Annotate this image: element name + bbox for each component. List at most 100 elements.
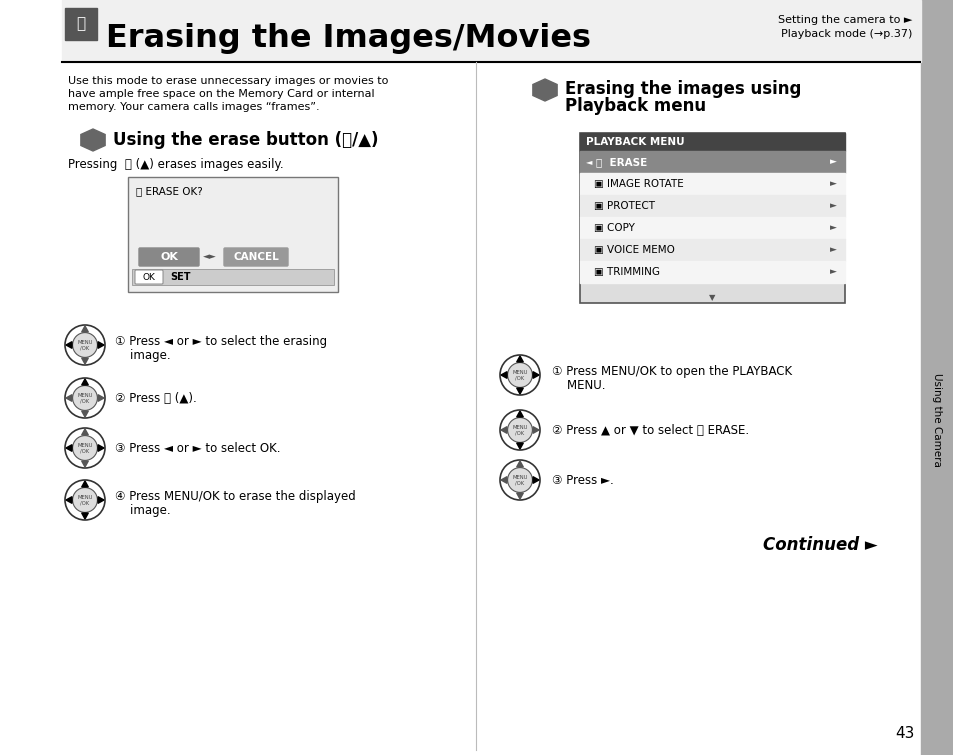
- Circle shape: [72, 488, 97, 513]
- Polygon shape: [66, 395, 71, 402]
- Text: SET: SET: [170, 272, 191, 282]
- Polygon shape: [500, 476, 506, 483]
- Text: ►: ►: [829, 267, 836, 276]
- Text: have ample free space on the Memory Card or internal: have ample free space on the Memory Card…: [68, 89, 375, 99]
- Text: ③ Press ►.: ③ Press ►.: [552, 473, 613, 486]
- Polygon shape: [66, 497, 71, 504]
- Text: MENU
/OK: MENU /OK: [77, 393, 92, 403]
- Text: Pressing  ㎮ (▲) erases images easily.: Pressing ㎮ (▲) erases images easily.: [68, 158, 283, 171]
- Circle shape: [499, 410, 539, 450]
- Bar: [920, 0, 953, 755]
- Text: ◄►: ◄►: [203, 252, 216, 261]
- Circle shape: [72, 333, 97, 357]
- Text: ㎮  ERASE: ㎮ ERASE: [596, 157, 646, 167]
- Polygon shape: [533, 427, 538, 433]
- Text: Erasing the Images/Movies: Erasing the Images/Movies: [106, 23, 590, 54]
- Bar: [579, 239, 844, 261]
- Polygon shape: [66, 445, 71, 451]
- Text: ▣ IMAGE ROTATE: ▣ IMAGE ROTATE: [594, 179, 683, 189]
- Circle shape: [507, 418, 532, 442]
- FancyBboxPatch shape: [139, 248, 199, 266]
- Bar: [579, 217, 844, 239]
- Text: ▼: ▼: [708, 294, 715, 303]
- Text: ㎮: ㎮: [76, 17, 86, 32]
- Circle shape: [72, 436, 97, 461]
- Polygon shape: [82, 358, 89, 364]
- Text: ③ Press ◄ or ► to select OK.: ③ Press ◄ or ► to select OK.: [115, 442, 280, 455]
- Bar: [579, 151, 844, 173]
- Text: ▣ COPY: ▣ COPY: [594, 223, 634, 233]
- Polygon shape: [500, 371, 506, 378]
- Text: Playback mode (→p.37): Playback mode (→p.37): [780, 29, 911, 39]
- Text: memory. Your camera calls images “frames”.: memory. Your camera calls images “frames…: [68, 102, 319, 112]
- Text: Using the erase button (㎮/▲): Using the erase button (㎮/▲): [112, 131, 378, 149]
- Polygon shape: [98, 395, 104, 402]
- Text: ►: ►: [829, 223, 836, 233]
- Bar: [128, 177, 337, 292]
- Text: MENU
/OK: MENU /OK: [77, 340, 92, 350]
- Text: image.: image.: [115, 349, 171, 362]
- Text: Using the Camera: Using the Camera: [931, 373, 941, 467]
- Polygon shape: [517, 443, 523, 449]
- Text: ►: ►: [829, 180, 836, 189]
- Circle shape: [499, 355, 539, 395]
- Text: PLAYBACK MENU: PLAYBACK MENU: [585, 137, 684, 147]
- Bar: [579, 133, 844, 303]
- Text: ① Press ◄ or ► to select the erasing: ① Press ◄ or ► to select the erasing: [115, 335, 327, 348]
- Text: ② Press ▲ or ▼ to select ㎮ ERASE.: ② Press ▲ or ▼ to select ㎮ ERASE.: [552, 424, 748, 436]
- Polygon shape: [533, 79, 557, 101]
- Text: Setting the camera to ►: Setting the camera to ►: [777, 15, 911, 25]
- Text: Use this mode to erase unnecessary images or movies to: Use this mode to erase unnecessary image…: [68, 76, 388, 86]
- Circle shape: [65, 325, 105, 365]
- Polygon shape: [517, 356, 523, 362]
- Text: ◄: ◄: [585, 158, 592, 167]
- Polygon shape: [98, 497, 104, 504]
- Circle shape: [65, 480, 105, 520]
- Circle shape: [65, 378, 105, 418]
- Text: ① Press MENU/OK to open the PLAYBACK: ① Press MENU/OK to open the PLAYBACK: [552, 365, 791, 378]
- Polygon shape: [81, 129, 105, 151]
- Text: ▣ PROTECT: ▣ PROTECT: [594, 201, 655, 211]
- FancyBboxPatch shape: [224, 248, 288, 266]
- Circle shape: [72, 386, 97, 411]
- Text: OK: OK: [160, 252, 178, 262]
- Text: ▣ VOICE MEMO: ▣ VOICE MEMO: [594, 245, 674, 255]
- Polygon shape: [66, 342, 71, 348]
- Text: 43: 43: [894, 726, 914, 741]
- Polygon shape: [98, 342, 104, 348]
- Circle shape: [507, 362, 532, 387]
- Text: MENU
/OK: MENU /OK: [512, 425, 527, 435]
- Polygon shape: [82, 513, 89, 519]
- Polygon shape: [82, 481, 89, 487]
- Polygon shape: [517, 493, 523, 499]
- Bar: [62, 0, 920, 62]
- Circle shape: [499, 460, 539, 500]
- Text: image.: image.: [115, 504, 171, 517]
- Text: ►: ►: [829, 245, 836, 254]
- Polygon shape: [98, 445, 104, 451]
- Bar: [65, 8, 97, 40]
- Polygon shape: [533, 371, 538, 378]
- Text: MENU
/OK: MENU /OK: [77, 495, 92, 505]
- Text: CANCEL: CANCEL: [233, 252, 278, 262]
- Text: ㎮ ERASE OK?: ㎮ ERASE OK?: [136, 186, 203, 196]
- Bar: [579, 133, 844, 151]
- Bar: [132, 269, 334, 285]
- Text: Continued ►: Continued ►: [762, 536, 877, 554]
- Circle shape: [507, 467, 532, 492]
- Polygon shape: [82, 461, 89, 467]
- Polygon shape: [533, 476, 538, 483]
- Circle shape: [65, 428, 105, 468]
- Polygon shape: [82, 379, 89, 385]
- Text: MENU
/OK: MENU /OK: [512, 370, 527, 381]
- Polygon shape: [82, 429, 89, 435]
- Polygon shape: [517, 388, 523, 394]
- Polygon shape: [500, 427, 506, 433]
- Text: ▣ TRIMMING: ▣ TRIMMING: [594, 267, 659, 277]
- Text: MENU
/OK: MENU /OK: [77, 442, 92, 453]
- Text: Playback menu: Playback menu: [564, 97, 705, 115]
- Text: MENU
/OK: MENU /OK: [512, 475, 527, 485]
- Text: ►: ►: [829, 158, 836, 167]
- Text: MENU.: MENU.: [552, 379, 605, 392]
- FancyBboxPatch shape: [135, 270, 163, 284]
